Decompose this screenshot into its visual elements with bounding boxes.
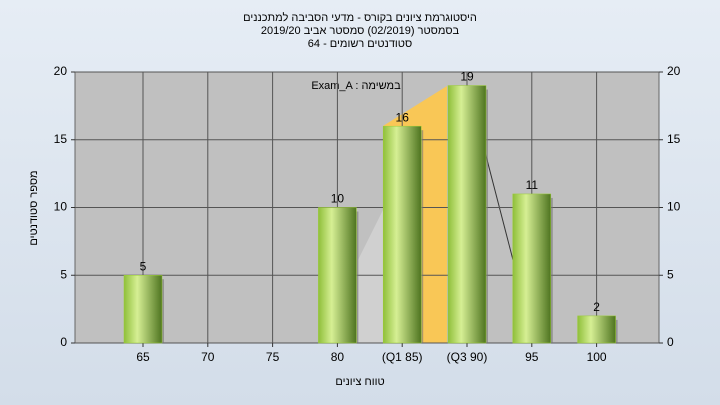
bar [512,193,552,344]
y-tick-label: 0 [60,335,67,349]
y-tick-label: 5 [60,267,67,281]
bar [123,275,163,344]
y2-tick-label: 5 [667,267,674,281]
x-axis-label: טווח ציונים [335,376,384,388]
x-tick-label: 80 [331,350,345,364]
x-tick-label: 65 [136,350,150,364]
value-label: 16 [396,110,410,124]
bar [577,315,616,344]
y-axis-label: מספר סטודנטים [28,170,40,245]
bar [318,207,357,344]
value-label: 11 [526,178,539,192]
x-tick-label: 100 [587,350,607,364]
bar [447,85,487,344]
value-label: 19 [460,70,474,84]
chart-subtitle: סטודנטים רשומים - 64 [308,38,412,50]
x-tick-label: 95 [525,350,539,364]
x-tick-label: (Q3 90) [447,350,488,364]
quartile-shade [358,210,383,343]
chart-subtitle: בסמסטר (02/2019) סמסטר אביב 2019/20 [261,25,460,37]
value-label: 2 [593,300,600,314]
y-tick-label: 10 [54,200,68,214]
annotation: Exam_A : במשימה [311,80,401,92]
y2-tick-label: 20 [667,64,681,78]
x-tick-label: 70 [201,350,215,364]
y2-tick-label: 15 [667,132,681,146]
y2-tick-label: 0 [667,335,674,349]
y2-tick-label: 10 [667,200,681,214]
y-tick-label: 15 [54,132,68,146]
x-tick-label: (Q1 85) [382,350,423,364]
value-label: 5 [140,259,147,273]
chart-title: היסטוגרמת ציונים בקורס - מדעי הסביבה למת… [243,11,477,24]
x-tick-label: 75 [266,350,280,364]
quartile-line [483,147,514,261]
bar [382,125,422,344]
y-tick-label: 20 [54,64,68,78]
value-label: 10 [331,192,345,206]
